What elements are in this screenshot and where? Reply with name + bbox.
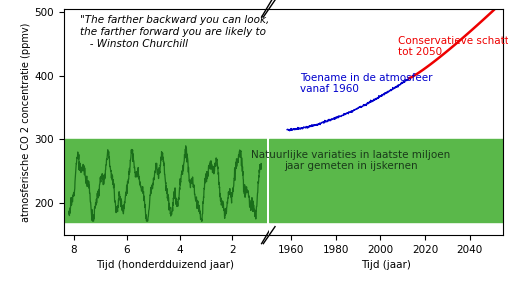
X-axis label: Tijd (jaar): Tijd (jaar) xyxy=(361,260,411,270)
Text: Conservatieve schatting
tot 2050: Conservatieve schatting tot 2050 xyxy=(398,36,508,57)
Bar xyxy=(269,139,503,222)
Y-axis label: atmosferische CO 2 concentratie (ppmv): atmosferische CO 2 concentratie (ppmv) xyxy=(21,22,31,221)
Bar xyxy=(64,139,267,222)
Text: Toename in de atmosfeer
vanaf 1960: Toename in de atmosfeer vanaf 1960 xyxy=(300,72,432,94)
Text: Natuurlijke variaties in laatste miljoen
jaar gemeten in ijskernen: Natuurlijke variaties in laatste miljoen… xyxy=(251,150,451,171)
X-axis label: Tijd (honderdduizend jaar): Tijd (honderdduizend jaar) xyxy=(96,260,234,270)
Text: "The farther backward you can look,
the farther forward you are likely to see."
: "The farther backward you can look, the … xyxy=(80,15,295,48)
